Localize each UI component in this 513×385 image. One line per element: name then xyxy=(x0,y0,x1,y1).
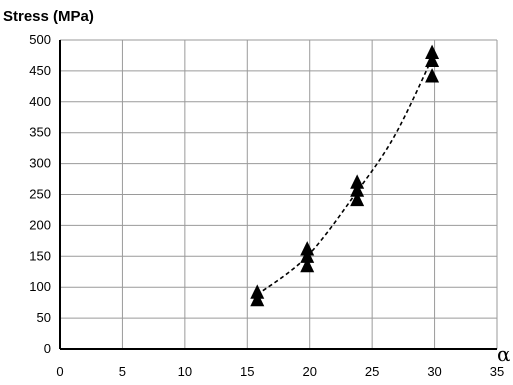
data-point-triangle xyxy=(350,182,365,197)
y-tick-label: 250 xyxy=(29,187,51,202)
data-point-triangle xyxy=(350,174,365,189)
data-point-triangle xyxy=(300,241,315,256)
x-tick-label: 5 xyxy=(119,364,126,379)
data-point-triangle xyxy=(250,291,265,307)
y-tick-label: 0 xyxy=(44,341,51,356)
y-tick-label: 400 xyxy=(29,94,51,109)
data-point-triangle xyxy=(425,68,440,83)
grid-lines xyxy=(60,39,498,349)
trendline-path xyxy=(256,58,433,296)
axes xyxy=(59,40,497,350)
data-point-triangle xyxy=(425,44,440,59)
x-tick-label: 15 xyxy=(240,364,254,379)
y-tick-label: 500 xyxy=(29,32,51,47)
tick-labels: 0 50 100 150 200 250 300 350 400 450 500 0 5 10 15 20 25… xyxy=(29,32,504,379)
y-axis-label: Stress (MPa) xyxy=(3,8,94,25)
x-tick-label: 0 xyxy=(56,364,63,379)
data-point-triangle xyxy=(250,284,265,299)
data-points xyxy=(250,44,440,307)
y-tick-label: 350 xyxy=(29,125,51,140)
y-tick-label: 300 xyxy=(29,156,51,171)
x-tick-label: 20 xyxy=(302,364,316,379)
data-point-triangle xyxy=(300,248,315,263)
y-tick-label: 100 xyxy=(29,279,51,294)
data-point-triangle xyxy=(425,52,440,68)
y-tick-label: 50 xyxy=(37,310,51,325)
data-point-triangle xyxy=(300,257,315,273)
trendline xyxy=(256,58,433,296)
x-tick-label: 30 xyxy=(427,364,441,379)
x-tick-label: 35 xyxy=(490,364,504,379)
y-tick-label: 450 xyxy=(29,63,51,78)
data-point-triangle xyxy=(350,191,365,207)
y-tick-label: 200 xyxy=(29,217,51,232)
x-tick-label: 10 xyxy=(178,364,192,379)
x-tick-label: 25 xyxy=(365,364,379,379)
x-axis-label: α xyxy=(497,342,511,366)
y-tick-label: 150 xyxy=(29,248,51,263)
